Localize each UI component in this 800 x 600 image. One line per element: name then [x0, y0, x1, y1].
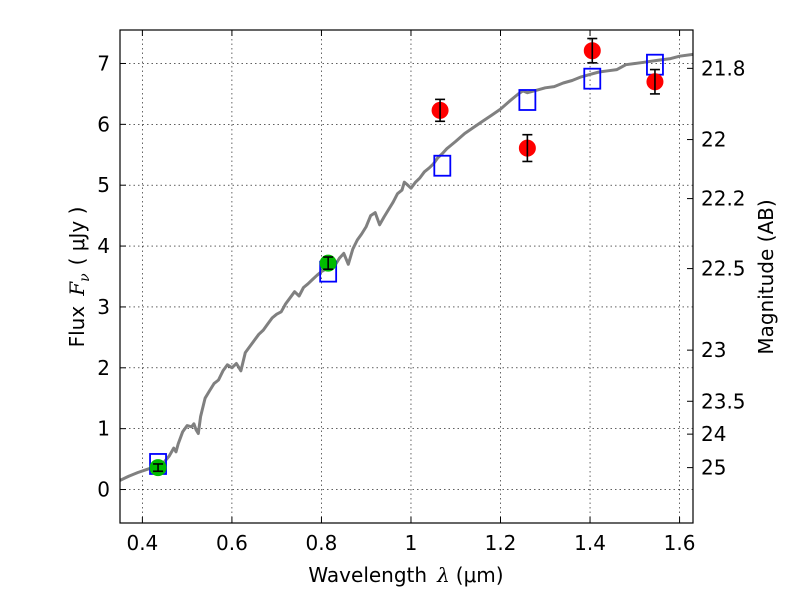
x-axis-label: Wavelength λ (μm)	[308, 563, 503, 587]
data-markers	[149, 37, 664, 477]
y-tick-label: 3	[97, 295, 110, 319]
model-photometry-square	[433, 154, 452, 177]
x-tick-label: 0.8	[306, 531, 338, 555]
y2-ticks: 21.8 22 22.2 22.5 23 23.5 24 25	[687, 56, 746, 480]
y2-tick-label: 23.5	[701, 389, 746, 413]
y2-tick-label: 25	[701, 456, 726, 480]
x-tick-label: 1.6	[664, 531, 696, 555]
sed-model-line	[120, 52, 693, 482]
y2-tick-label: 22	[701, 128, 726, 152]
x-tick-label: 0.4	[126, 531, 158, 555]
x-tick-label: 1.4	[574, 531, 606, 555]
x-tick-label: 1	[405, 531, 418, 555]
y-tick-label: 0	[97, 478, 110, 502]
y-tick-label: 5	[97, 173, 110, 197]
y2-tick-label: 22.2	[701, 187, 746, 211]
y-tick-label: 1	[97, 417, 110, 441]
plot-frame	[119, 29, 694, 524]
y-axis-label: FluxFν( μJy )	[65, 207, 93, 348]
y-ticks: 0 1 2 3 4 5 6 7	[97, 51, 126, 502]
y2-tick-label: 23	[701, 338, 726, 362]
x-tick-label: 0.6	[216, 531, 248, 555]
y-tick-label: 7	[97, 51, 110, 75]
model-photometry-square	[518, 89, 537, 111]
data-series	[120, 52, 693, 482]
y2-tick-label: 24	[701, 422, 726, 446]
x-ticks: 0.4 0.6 0.8 1 1.2 1.4 1.6	[126, 30, 695, 555]
y2-tick-label: 22.5	[701, 257, 746, 281]
y-tick-label: 6	[97, 112, 110, 136]
x-tick-label: 1.2	[485, 531, 517, 555]
y-tick-label: 2	[97, 356, 110, 380]
y2-axis-label: Magnitude (AB)	[754, 199, 778, 354]
grid-lines	[120, 30, 693, 523]
y2-tick-label: 21.8	[701, 56, 746, 80]
model-photometry-square	[583, 67, 602, 90]
y-tick-label: 4	[97, 234, 110, 258]
